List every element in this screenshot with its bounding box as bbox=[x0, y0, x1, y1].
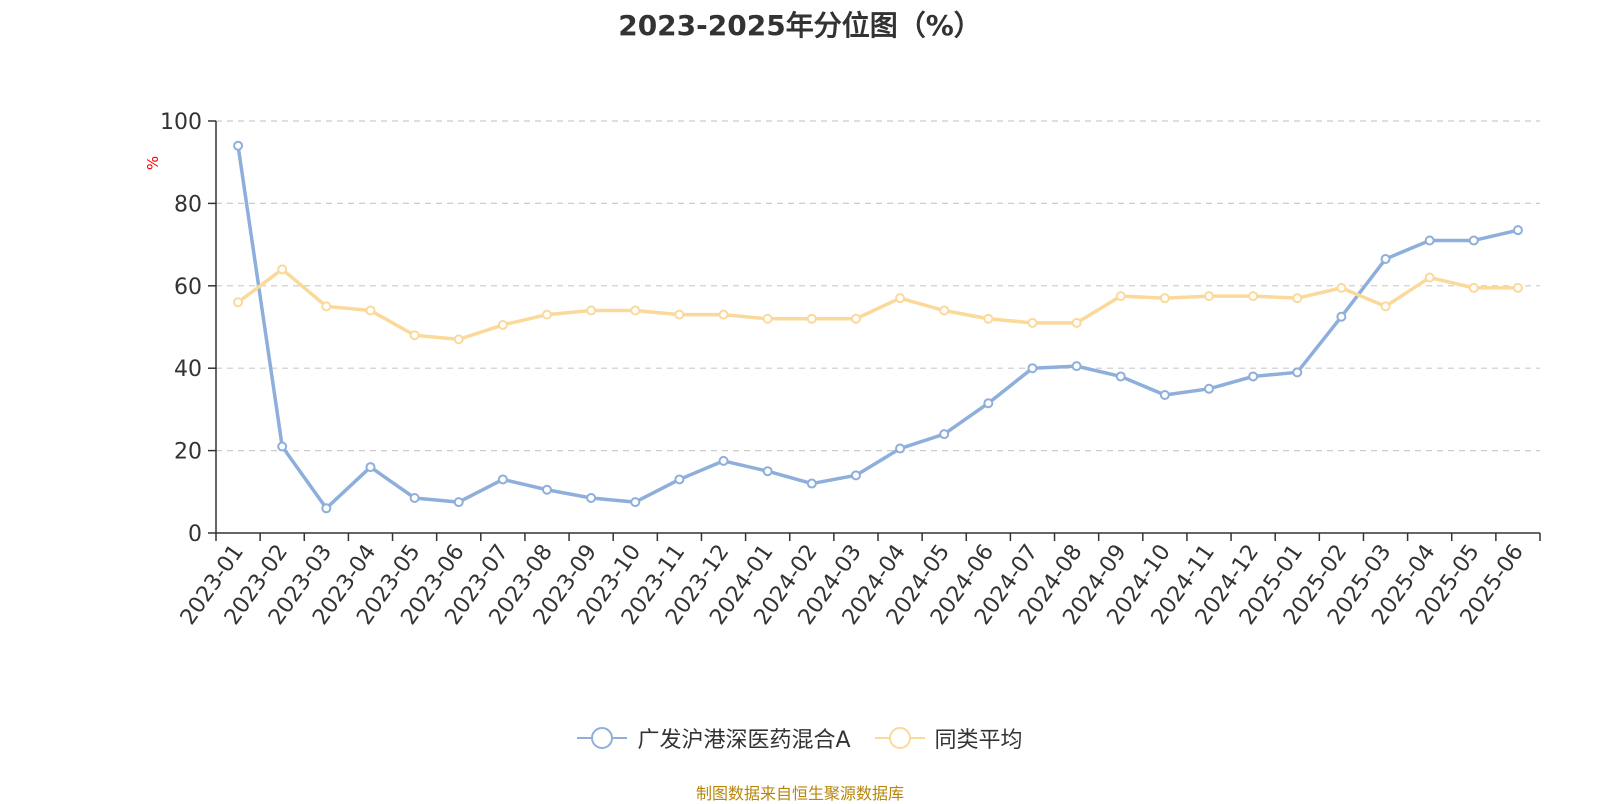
series-0-point bbox=[233, 140, 244, 151]
series-1-point bbox=[497, 319, 508, 330]
series-0-point bbox=[718, 455, 729, 466]
series-1-point bbox=[1115, 291, 1126, 302]
series-0-point bbox=[1027, 363, 1038, 374]
series-0-point bbox=[365, 462, 376, 473]
series-0-point bbox=[1336, 311, 1347, 322]
chart-title: 2023-2025年分位图（%） bbox=[618, 9, 982, 42]
series-0-point bbox=[1159, 389, 1170, 400]
series-1-point bbox=[939, 305, 950, 316]
series-1-point bbox=[1336, 282, 1347, 293]
series-1-point bbox=[1204, 291, 1214, 302]
series-0-point bbox=[1424, 235, 1435, 246]
series-1-point bbox=[1380, 301, 1391, 312]
series-1-point bbox=[542, 309, 552, 320]
series-0-point bbox=[409, 492, 420, 503]
series-0-point bbox=[850, 470, 861, 481]
series-1-point bbox=[1159, 293, 1170, 304]
series-0-point bbox=[586, 492, 597, 503]
series-1-point bbox=[1292, 293, 1303, 304]
series-1-point bbox=[1027, 317, 1038, 328]
y-tick-label: 60 bbox=[174, 275, 202, 300]
legend-fund-marker-icon bbox=[577, 727, 628, 749]
source-note: 制图数据来自恒生聚源数据库 bbox=[695, 784, 904, 803]
series-1-point bbox=[233, 297, 244, 308]
series-1-point bbox=[409, 330, 420, 341]
series-1-point bbox=[762, 313, 773, 324]
series-0-point bbox=[983, 398, 994, 409]
series-1-point bbox=[806, 313, 817, 324]
series-1-point bbox=[1468, 282, 1479, 293]
series-0-point bbox=[806, 478, 817, 489]
legend-fund-label: 广发沪港深医药混合A bbox=[637, 728, 851, 753]
series-0-point bbox=[1292, 367, 1303, 378]
series-1-point bbox=[453, 334, 464, 345]
series-0-point bbox=[497, 474, 508, 485]
series-0-point bbox=[1468, 235, 1479, 246]
series-0-point bbox=[277, 441, 288, 452]
series-1-point bbox=[895, 293, 906, 304]
series-0-point bbox=[542, 484, 552, 495]
y-tick-label: 20 bbox=[174, 440, 202, 465]
y-tick-label: 0 bbox=[188, 522, 202, 547]
series-0-point bbox=[1380, 254, 1391, 265]
series-0-point bbox=[895, 443, 906, 454]
y-tick-label: 80 bbox=[174, 192, 202, 217]
series-0-point bbox=[674, 474, 685, 485]
series-1-point bbox=[674, 309, 685, 320]
y-tick-label: 100 bbox=[160, 110, 202, 135]
legend: 广发沪港深医药混合A 同类平均 bbox=[0, 722, 1600, 754]
series-layer bbox=[233, 140, 1523, 514]
series-line-1 bbox=[237, 267, 1518, 342]
series-0-point bbox=[630, 497, 641, 508]
series-1-point bbox=[365, 305, 376, 316]
legend-average-marker-icon bbox=[874, 727, 925, 749]
series-0-point bbox=[453, 497, 464, 508]
series-1-point bbox=[321, 301, 332, 312]
series-1-point bbox=[586, 305, 597, 316]
series-1-point bbox=[1071, 317, 1082, 328]
series-1-point bbox=[718, 309, 729, 320]
series-1-point bbox=[1424, 272, 1435, 283]
series-line-0 bbox=[236, 145, 1519, 511]
series-0-point bbox=[939, 429, 950, 440]
legend-item-fund[interactable]: 广发沪港深医药混合A bbox=[577, 722, 851, 754]
series-1-point bbox=[850, 313, 861, 324]
series-0-point bbox=[1204, 383, 1214, 394]
series-0-point bbox=[1071, 361, 1082, 372]
series-1-point bbox=[1512, 282, 1523, 293]
series-0-point bbox=[1248, 371, 1259, 382]
series-0-point bbox=[1115, 371, 1126, 382]
series-0-point bbox=[1512, 225, 1523, 236]
y-tick-label: 40 bbox=[174, 357, 202, 382]
series-0-point bbox=[321, 503, 332, 514]
series-1-point bbox=[630, 305, 641, 316]
axis-layer: 0204060801002023-012023-022023-032023-04… bbox=[160, 110, 1541, 630]
legend-item-average[interactable]: 同类平均 bbox=[874, 722, 1023, 754]
legend-average-label: 同类平均 bbox=[934, 728, 1023, 753]
series-1-point bbox=[277, 264, 288, 275]
series-0-point bbox=[762, 466, 773, 477]
series-1-point bbox=[983, 313, 994, 324]
series-1-point bbox=[1248, 291, 1259, 302]
y-axis-unit-label: % bbox=[144, 156, 162, 170]
grid-layer bbox=[216, 120, 1540, 452]
